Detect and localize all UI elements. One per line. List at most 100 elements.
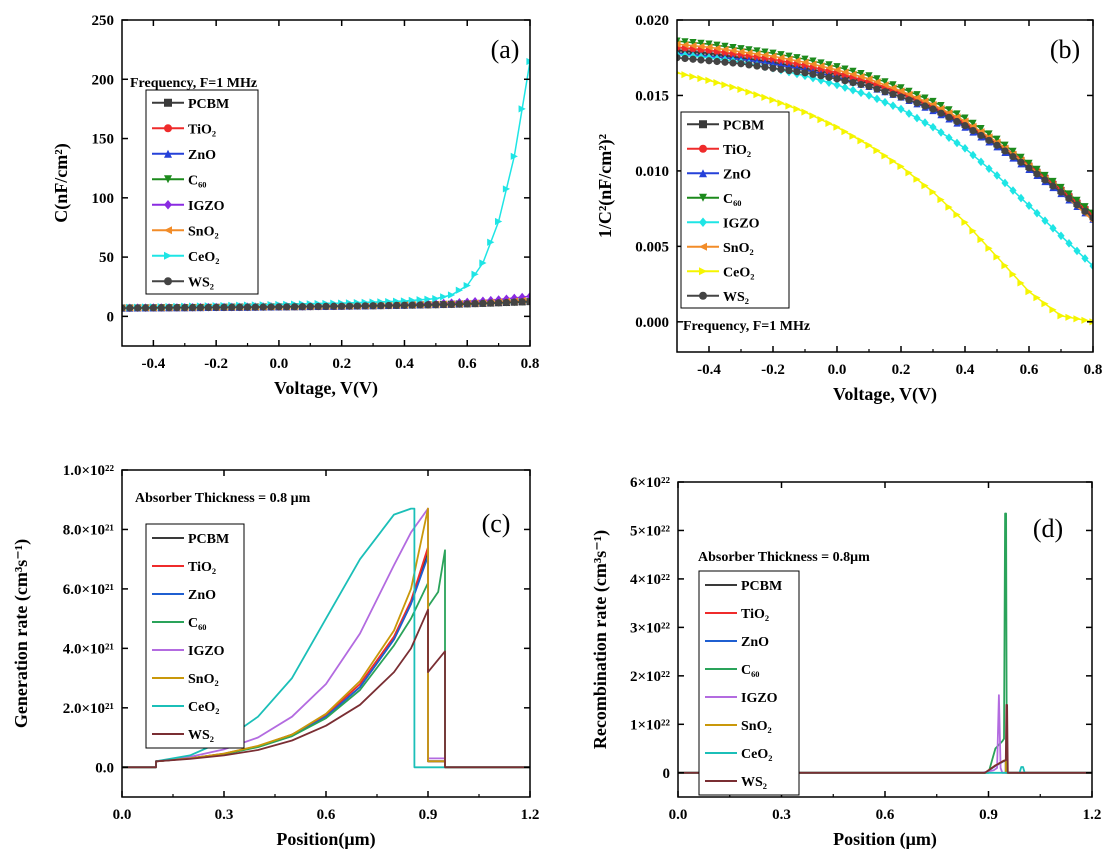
data-point <box>729 83 737 91</box>
data-point <box>721 45 729 54</box>
data-point <box>322 302 330 310</box>
data-point <box>259 303 267 311</box>
data-point <box>1049 223 1057 233</box>
y-tick-label: 4.0×10²¹ <box>63 641 114 657</box>
data-point <box>1089 209 1093 217</box>
data-point <box>849 67 857 75</box>
data-point <box>689 39 697 47</box>
data-point <box>1089 214 1093 222</box>
data-point <box>361 302 369 310</box>
y-axis-title: C(nF/cm²) <box>51 143 72 222</box>
x-tick-label: -0.2 <box>204 356 228 372</box>
data-point <box>777 51 785 59</box>
data-point <box>985 130 993 138</box>
data-point <box>785 55 793 63</box>
data-point <box>969 126 977 135</box>
data-point <box>769 49 777 57</box>
data-point <box>1041 216 1049 226</box>
legend-label: PCBM <box>741 579 782 594</box>
data-point <box>729 46 737 55</box>
data-point <box>134 304 142 312</box>
data-point <box>889 81 897 89</box>
x-tick-label: 0.6 <box>317 807 336 823</box>
data-point <box>961 114 969 122</box>
data-point <box>141 304 150 312</box>
x-tick-label: 0.9 <box>979 807 998 823</box>
y-tick-label: 0.0 <box>95 760 114 776</box>
data-point <box>977 131 985 140</box>
legend: PCBM TiO₂ ZnO C₆₀ IGZO SnO₂ CeO₂ WS₂ <box>698 570 800 796</box>
data-point <box>961 122 969 130</box>
data-point <box>393 301 401 309</box>
data-point <box>681 54 689 63</box>
data-point <box>487 238 495 246</box>
data-point <box>977 235 985 244</box>
data-point <box>897 93 905 101</box>
data-point <box>825 61 833 69</box>
data-point <box>1081 254 1089 263</box>
data-point <box>881 88 889 96</box>
chart-annotation: Frequency, F=1 MHz <box>130 76 257 91</box>
data-point <box>841 83 849 92</box>
data-point <box>526 297 530 306</box>
data-point <box>865 72 873 80</box>
legend-box <box>698 570 800 796</box>
data-point <box>953 211 961 219</box>
data-point <box>440 300 448 309</box>
data-point <box>1009 270 1017 278</box>
data-point <box>713 57 721 66</box>
data-point <box>251 303 259 311</box>
data-point <box>1009 186 1017 195</box>
legend-marker <box>164 98 172 107</box>
data-point <box>769 52 777 60</box>
x-tick-label: 0.0 <box>270 356 289 372</box>
data-point <box>737 48 745 56</box>
data-point <box>849 85 857 95</box>
y-tick-label: 4×10²² <box>630 572 671 588</box>
data-point <box>705 57 713 65</box>
data-point <box>985 164 993 173</box>
data-point <box>1033 294 1041 302</box>
data-point <box>1073 246 1081 256</box>
panel-label: (a) <box>491 35 520 64</box>
data-point <box>267 303 275 311</box>
data-point <box>969 119 977 127</box>
y-tick-label: 0 <box>663 766 671 782</box>
data-point <box>737 85 745 94</box>
data-point <box>945 106 953 114</box>
data-point <box>745 61 753 69</box>
data-point <box>753 91 761 99</box>
data-point <box>905 90 913 98</box>
data-point <box>228 303 236 311</box>
data-point <box>1057 312 1065 320</box>
panel-label: (b) <box>1050 35 1080 64</box>
data-point <box>785 52 793 60</box>
data-point <box>689 55 697 63</box>
data-point <box>745 49 753 57</box>
legend: PCBM TiO₂ ZnO C₆₀ IGZO SnO₂ CeO₂ WS₂ <box>680 111 790 309</box>
x-axis-title: Position(μm) <box>276 829 375 850</box>
legend-marker <box>699 242 707 251</box>
legend-label: IGZO <box>741 691 778 706</box>
data-point <box>122 304 126 312</box>
x-tick-label: -0.4 <box>142 356 166 372</box>
data-point <box>697 42 705 51</box>
x-tick-label: 0.3 <box>772 807 791 823</box>
data-point <box>857 80 865 89</box>
panel-label: (c) <box>482 509 511 538</box>
y-tick-label: 0.015 <box>635 88 669 104</box>
data-point <box>681 71 689 79</box>
x-tick-label: 1.2 <box>1083 807 1102 823</box>
series-line-7 <box>678 704 1092 774</box>
data-point <box>502 298 511 307</box>
data-point <box>833 63 841 71</box>
data-point <box>424 295 432 303</box>
legend-label: WS₂ <box>188 728 214 743</box>
data-point <box>471 270 479 278</box>
y-tick-label: 1×10²² <box>630 717 671 733</box>
legend-label: SnO₂ <box>723 241 754 256</box>
data-point <box>801 58 809 66</box>
x-tick-label: 0.8 <box>1084 362 1103 378</box>
data-point <box>1025 159 1033 167</box>
data-point <box>865 75 873 83</box>
